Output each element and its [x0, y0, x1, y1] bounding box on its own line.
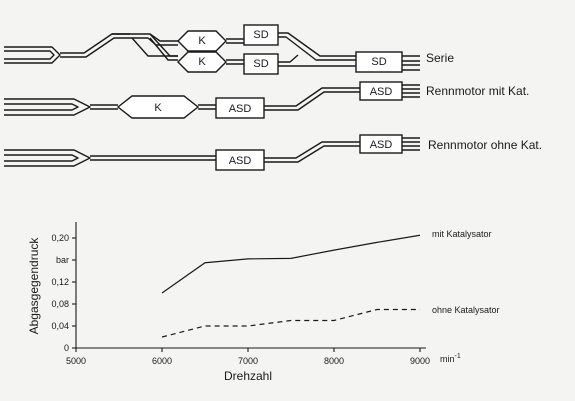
x-tick-label: 7000 [238, 356, 258, 366]
component-label: K [198, 35, 206, 47]
x-tick-label: 6000 [152, 356, 172, 366]
silencer-box [215, 97, 265, 119]
series-layer [161, 234, 421, 338]
exhaust-layout-serie: K SD K SD SD Serie [4, 24, 454, 75]
pipe-segment [402, 55, 420, 71]
component-label: ASD [229, 103, 252, 115]
pipe-segment [264, 141, 360, 163]
series-label-mit-kat: mit Katalysator [432, 229, 492, 239]
x-tick-label: 9000 [410, 356, 430, 366]
pipe-segment [4, 98, 91, 116]
pipe-segment [90, 155, 216, 161]
component-label: ASD [229, 155, 252, 167]
x-tick-label: 5000 [66, 356, 86, 366]
pipe-segment [4, 149, 91, 167]
pipe-segment [60, 33, 178, 54]
silencer-box [359, 134, 403, 154]
component-label: SD [253, 58, 268, 70]
pipe-segment [90, 104, 118, 110]
pipe-segment [264, 87, 360, 111]
variant-label-serie: Serie [426, 51, 454, 65]
y-tick-label: bar [56, 255, 69, 265]
silencer-box [243, 24, 279, 46]
x-tick-label: 8000 [324, 356, 344, 366]
pipe-segment [198, 104, 216, 110]
component-label: ASD [370, 139, 393, 151]
y-axis-title: Abgasgegendruck [27, 237, 41, 335]
component-label: SD [371, 56, 386, 68]
series-label-ohne-kat: ohne Katalysator [432, 305, 500, 315]
y-axis-ticks: 0 0,04 0,08 0,12 bar 0,20 [51, 233, 76, 353]
x-axis-ticks: 5000 6000 7000 8000 9000 [66, 348, 430, 366]
variant-label-mit-kat: Rennmotor mit Kat. [426, 84, 529, 98]
pipe-segment [278, 32, 356, 61]
series-line-mit-katalysator [161, 234, 421, 294]
variant-label-ohne-kat: Rennmotor ohne Kat. [428, 138, 542, 152]
silencer-box [243, 53, 279, 75]
y-tick-label: 0 [64, 343, 69, 353]
catalyst-shape [116, 95, 200, 119]
pipe-segment [4, 46, 61, 64]
pipe-segment [4, 103, 79, 111]
x-axis-unit: min-1 [440, 353, 461, 364]
silencer-box [359, 81, 403, 101]
pipe-segment [4, 154, 79, 162]
component-label: K [198, 56, 206, 68]
y-tick-label: 0,04 [51, 321, 69, 331]
pipe-segment [402, 137, 420, 151]
pipe-segment [4, 50, 55, 60]
exhaust-layout-ohne-kat: ASD ASD Rennmotor ohne Kat. [4, 134, 542, 171]
catalyst-shape [177, 51, 227, 73]
component-label: ASD [370, 86, 393, 98]
pipe-segment [131, 37, 178, 61]
silencer-box [215, 149, 265, 171]
silencer-box [355, 51, 403, 73]
x-axis-title: Drehzahl [224, 369, 272, 383]
pipe-segment [278, 54, 356, 67]
component-label: SD [253, 29, 268, 41]
pipe-segment [402, 84, 420, 98]
backpressure-chart: 0 0,04 0,08 0,12 bar 0,20 5000 6000 7000 8000 900… [27, 222, 500, 383]
y-tick-label: 0,08 [51, 299, 69, 309]
y-tick-label: 0,12 [51, 277, 69, 287]
component-label: K [154, 102, 162, 114]
pipe-segment [226, 38, 244, 65]
series-line-ohne-katalysator [161, 308, 420, 338]
y-tick-label: 0,20 [51, 233, 69, 243]
catalyst-shape [177, 30, 227, 52]
exhaust-layout-mit-kat: K ASD ASD Rennmotor mit Kat. [4, 81, 529, 119]
